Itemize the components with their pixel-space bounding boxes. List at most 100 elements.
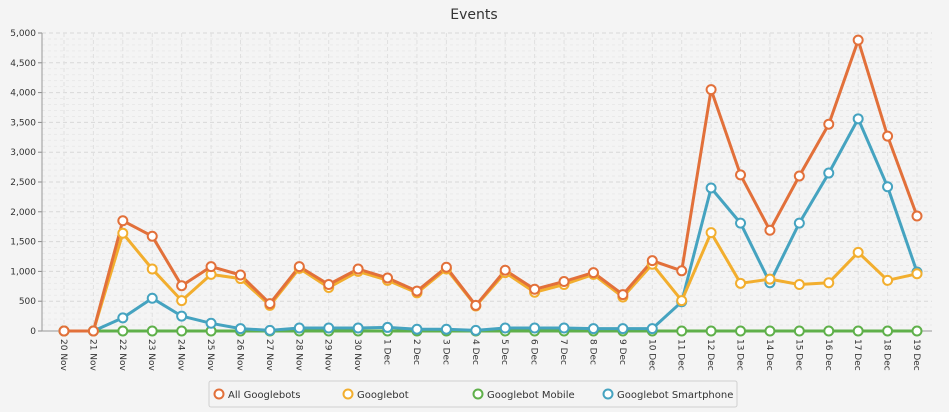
y-tick-label: 3,500 — [10, 118, 36, 128]
data-point — [352, 322, 364, 334]
x-tick-label: 6 Dec — [529, 339, 539, 365]
data-point — [146, 263, 158, 275]
data-point — [705, 182, 717, 194]
y-tick-label: 2,000 — [10, 208, 36, 218]
data-point — [499, 322, 511, 334]
data-point — [793, 325, 805, 337]
x-tick-label: 17 Dec — [852, 339, 862, 371]
data-point — [793, 217, 805, 229]
x-tick-label: 8 Dec — [587, 339, 597, 365]
data-point — [558, 276, 570, 288]
data-point — [382, 321, 394, 333]
data-point — [735, 325, 747, 337]
x-tick-label: 4 Dec — [470, 339, 480, 365]
data-point — [440, 261, 452, 273]
data-point — [676, 265, 688, 277]
data-point — [823, 118, 835, 130]
data-point — [558, 322, 570, 334]
data-point — [823, 277, 835, 289]
x-tick-label: 2 Dec — [411, 339, 421, 365]
y-tick-label: 3,000 — [10, 148, 36, 158]
data-point — [440, 323, 452, 335]
data-point — [617, 289, 629, 301]
data-point — [176, 280, 188, 292]
x-tick-label: 27 Nov — [264, 339, 274, 372]
data-point — [264, 298, 276, 310]
data-point — [323, 279, 335, 291]
data-point — [852, 246, 864, 258]
data-point — [735, 217, 747, 229]
data-point — [146, 230, 158, 242]
data-point — [735, 277, 747, 289]
legend-label: Googlebot Smartphone — [617, 390, 733, 401]
data-point — [793, 279, 805, 291]
legend-label: Googlebot Mobile — [487, 390, 575, 401]
data-point — [58, 325, 70, 337]
data-point — [234, 323, 246, 335]
data-point — [882, 274, 894, 286]
x-tick-label: 11 Dec — [676, 339, 686, 371]
chart-title: Events — [450, 7, 497, 23]
data-point — [882, 181, 894, 193]
data-point — [646, 323, 658, 335]
x-tick-label: 1 Dec — [382, 339, 392, 365]
data-point — [264, 324, 276, 336]
data-point — [117, 215, 129, 227]
data-point — [176, 310, 188, 322]
data-point — [529, 283, 541, 295]
x-tick-label: 24 Nov — [176, 339, 186, 372]
data-point — [234, 269, 246, 281]
data-point — [764, 273, 776, 285]
y-tick-label: 2,500 — [10, 178, 36, 188]
data-point — [293, 261, 305, 273]
x-tick-label: 7 Dec — [558, 339, 568, 365]
data-point — [87, 325, 99, 337]
data-point — [705, 227, 717, 239]
data-point — [205, 261, 217, 273]
data-point — [176, 295, 188, 307]
data-point — [470, 324, 482, 336]
x-tick-label: 3 Dec — [440, 339, 450, 365]
y-tick-label: 500 — [19, 297, 36, 307]
data-point — [676, 295, 688, 307]
data-point — [617, 323, 629, 335]
x-tick-label: 15 Dec — [793, 339, 803, 371]
data-point — [176, 325, 188, 337]
x-tick-label: 13 Dec — [735, 339, 745, 371]
x-tick-label: 12 Dec — [705, 339, 715, 371]
data-point — [676, 325, 688, 337]
legend-label: All Googlebots — [228, 390, 300, 401]
x-tick-label: 16 Dec — [823, 339, 833, 371]
data-point — [882, 130, 894, 142]
data-point — [499, 264, 511, 276]
data-point — [146, 325, 158, 337]
data-point — [382, 272, 394, 284]
data-point — [587, 323, 599, 335]
data-point — [852, 34, 864, 46]
data-point — [529, 322, 541, 334]
data-point — [587, 267, 599, 279]
y-tick-label: 4,500 — [10, 59, 36, 69]
x-tick-label: 18 Dec — [882, 339, 892, 371]
data-point — [205, 317, 217, 329]
data-point — [764, 224, 776, 236]
x-tick-label: 20 Nov — [58, 339, 68, 372]
x-tick-label: 28 Nov — [293, 339, 303, 372]
legend-marker — [602, 388, 614, 400]
data-point — [411, 323, 423, 335]
x-tick-label: 5 Dec — [499, 339, 509, 365]
data-point — [911, 325, 923, 337]
x-tick-label: 22 Nov — [117, 339, 127, 372]
x-tick-label: 10 Dec — [646, 339, 656, 371]
x-tick-label: 29 Nov — [323, 339, 333, 372]
data-point — [823, 167, 835, 179]
data-point — [646, 255, 658, 267]
x-tick-label: 23 Nov — [146, 339, 156, 372]
x-tick-label: 21 Nov — [87, 339, 97, 372]
data-point — [705, 325, 717, 337]
x-tick-label: 9 Dec — [617, 339, 627, 365]
data-point — [852, 113, 864, 125]
data-point — [323, 322, 335, 334]
x-tick-label: 30 Nov — [352, 339, 362, 372]
